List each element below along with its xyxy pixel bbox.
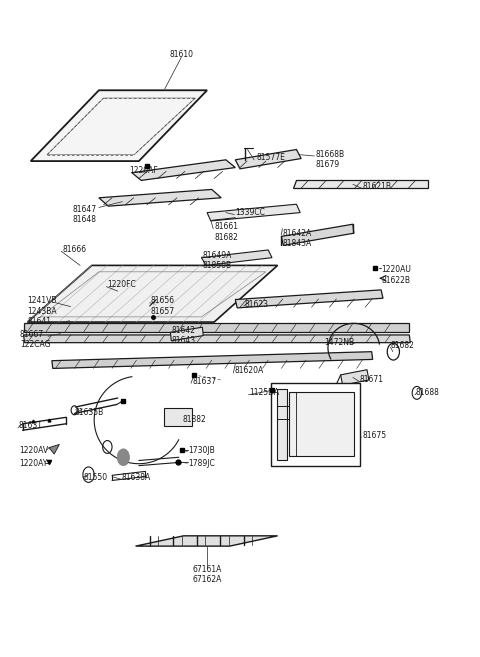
Text: 81666: 81666 [62,245,86,254]
Text: 1220FC: 1220FC [108,281,136,289]
Circle shape [117,449,130,466]
Text: 1220AU: 1220AU [381,265,411,275]
Text: 67162A: 67162A [192,575,222,584]
Text: 81648: 81648 [73,215,97,224]
Text: 81682: 81682 [391,341,414,350]
Bar [164,409,192,426]
Text: 81550: 81550 [84,473,108,482]
Text: 81647: 81647 [72,205,97,214]
Text: 1789JC: 1789JC [188,459,215,468]
Text: 81671: 81671 [360,375,384,384]
Text: 81843A: 81843A [282,239,312,248]
Text: 81882: 81882 [182,415,206,424]
Text: 81642A: 81642A [282,229,312,238]
Polygon shape [52,351,372,369]
Text: 81656: 81656 [151,296,175,306]
Text: 1241VB: 1241VB [27,296,57,306]
Polygon shape [293,181,428,188]
Polygon shape [276,389,287,460]
Polygon shape [341,370,369,385]
Text: 81649A: 81649A [203,250,232,260]
Text: 81661: 81661 [214,222,238,231]
Polygon shape [24,323,409,332]
Polygon shape [202,250,272,265]
Text: 81643: 81643 [172,336,196,345]
Text: 81668B: 81668B [315,150,344,159]
Text: 1730JB: 1730JB [188,445,215,455]
Text: 81623: 81623 [245,300,269,309]
Text: 1220AY: 1220AY [19,459,48,468]
Text: 81641: 81641 [27,317,51,326]
Polygon shape [235,290,383,308]
Text: 81621B: 81621B [362,183,391,191]
Text: 1125DA: 1125DA [250,388,279,397]
Bar [271,382,360,466]
Polygon shape [289,392,354,456]
Polygon shape [27,265,277,322]
Polygon shape [49,444,60,454]
Text: 81631: 81631 [19,421,43,430]
Text: 81638A: 81638A [121,473,151,482]
Text: 81620A: 81620A [234,367,264,376]
Text: 81642: 81642 [172,326,196,335]
Text: 81688: 81688 [416,388,440,397]
Text: 81850B: 81850B [203,261,231,270]
Text: 81635B: 81635B [74,409,104,417]
Text: 1220AF: 1220AF [129,166,158,175]
Text: 1220AV: 1220AV [19,445,48,455]
Text: 1243BA: 1243BA [27,307,57,315]
Polygon shape [170,327,204,341]
Text: 81679: 81679 [315,160,339,170]
Text: 81667: 81667 [20,330,44,339]
Polygon shape [31,90,207,161]
Text: 81675: 81675 [362,431,386,440]
Polygon shape [235,150,301,169]
Polygon shape [135,536,277,546]
Polygon shape [99,189,221,206]
Text: 81637: 81637 [192,377,216,386]
Polygon shape [281,224,354,246]
Polygon shape [24,335,410,343]
Polygon shape [132,160,235,181]
Text: 81577E: 81577E [256,153,285,162]
Polygon shape [207,204,300,221]
Text: 1339CC: 1339CC [235,208,265,217]
Text: 67161A: 67161A [192,565,222,574]
Text: 1472NB: 1472NB [324,338,355,347]
Text: 81682: 81682 [214,233,238,242]
Text: 81622B: 81622B [381,276,410,284]
Text: 81610: 81610 [169,51,193,59]
Text: 122CAG: 122CAG [20,340,50,349]
Text: 81657: 81657 [151,307,175,315]
